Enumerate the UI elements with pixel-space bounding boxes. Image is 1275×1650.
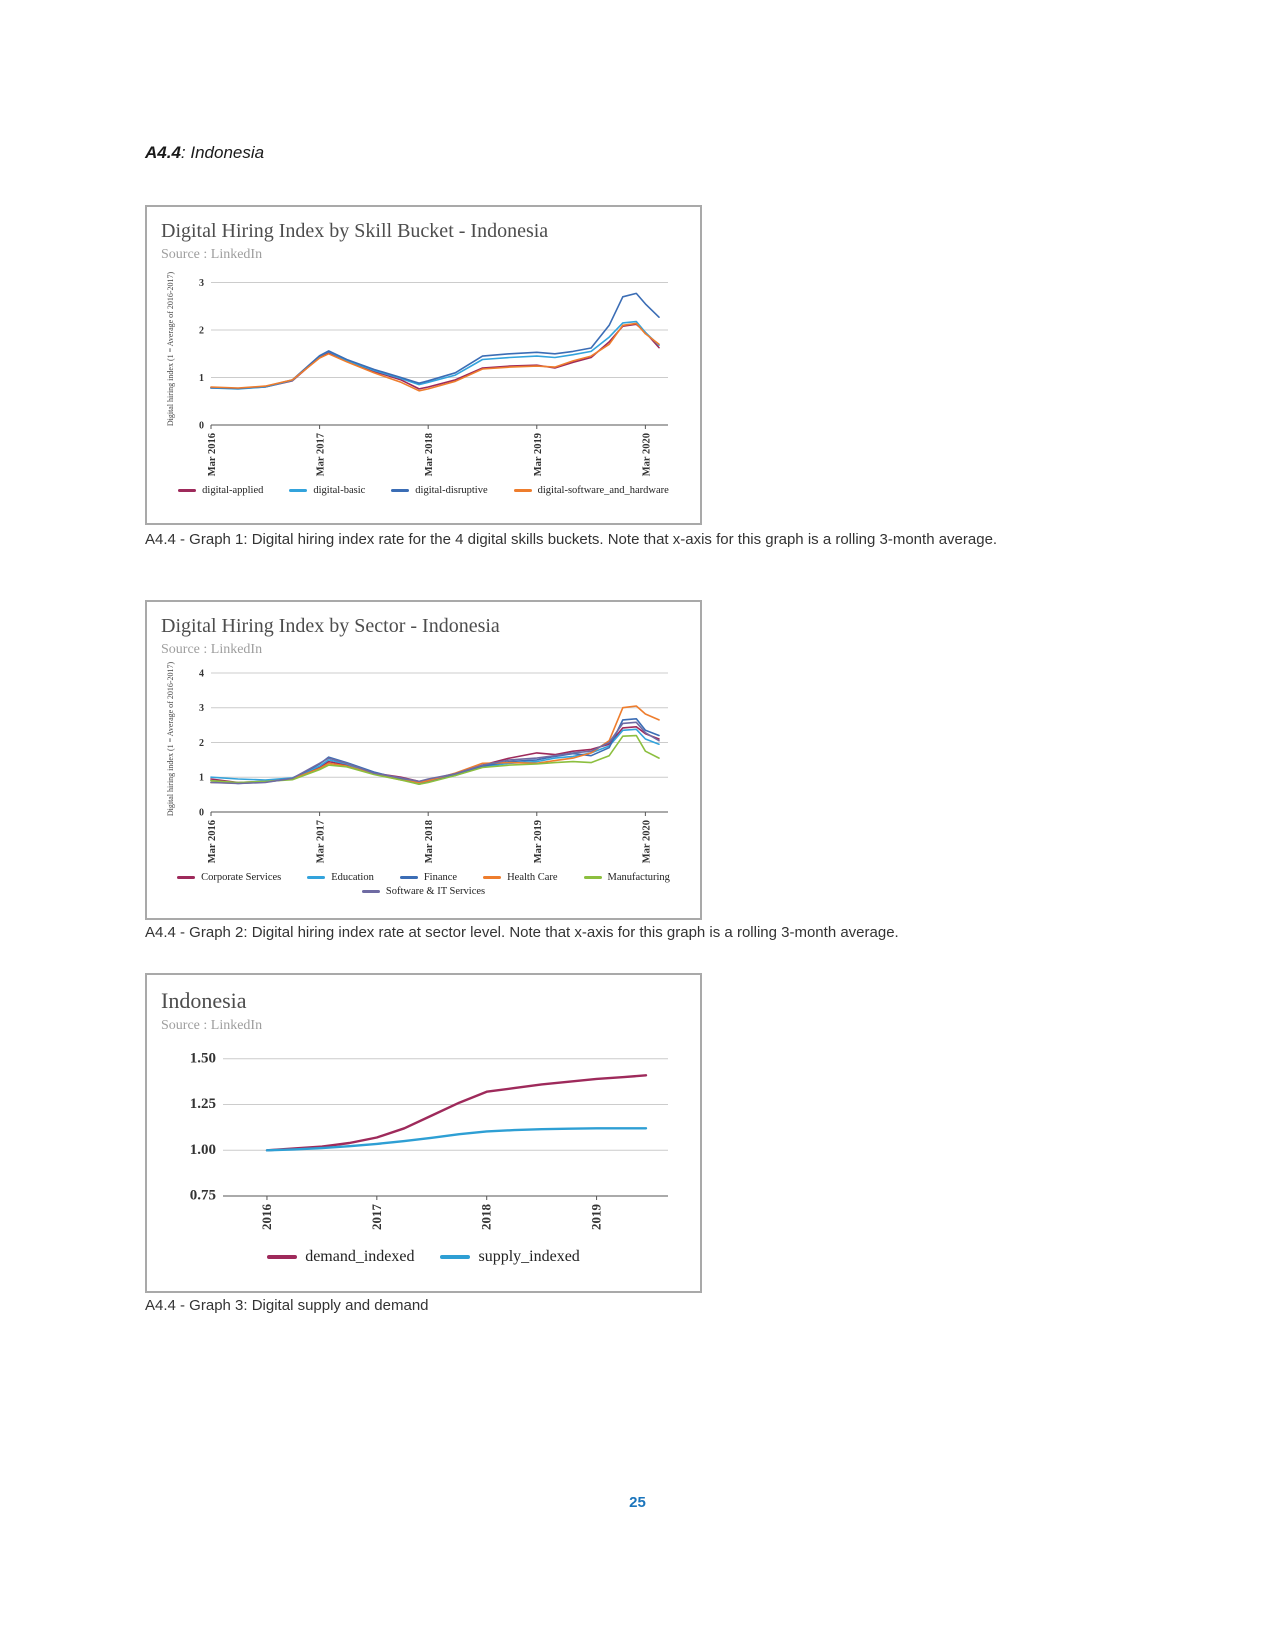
line-chart-skill-bucket: 0 1 2 3 Mar 2016 Mar 2017 Mar 2018 Mar 2019 Mar … bbox=[166, 272, 668, 476]
y-axis-label: Digital hiring index (1 = Average of 201… bbox=[166, 662, 175, 817]
legend-item: Health Care bbox=[483, 872, 558, 883]
series-line-digital-software_and_hardware bbox=[210, 322, 660, 392]
y-tick-label: 1 bbox=[199, 773, 204, 784]
series-line-Health Care bbox=[210, 705, 660, 784]
caption-graph3: A4.4 - Graph 3: Digital supply and deman… bbox=[145, 1297, 429, 1314]
legend-swatch bbox=[307, 876, 326, 879]
y-axis-label: Digital hiring index (1 = Average of 201… bbox=[166, 272, 175, 427]
chart-legend: digital-applied digital-basic digital-disr… bbox=[161, 485, 686, 496]
y-tick-label: 1.25 bbox=[190, 1096, 216, 1112]
legend-label: demand_indexed bbox=[305, 1247, 415, 1265]
x-tick-label: Mar 2018 bbox=[424, 433, 435, 476]
y-tick-label: 1.50 bbox=[190, 1050, 216, 1066]
x-tick-label: Mar 2017 bbox=[316, 433, 327, 476]
chart-source: Source : LinkedIn bbox=[161, 1017, 263, 1033]
legend-item: digital-disruptive bbox=[391, 485, 488, 496]
legend-label: Corporate Services bbox=[201, 872, 282, 883]
legend-label: supply_indexed bbox=[478, 1247, 580, 1265]
legend-label: Health Care bbox=[507, 872, 558, 883]
series-line-digital-disruptive bbox=[210, 292, 660, 390]
legend-row: demand_indexed supply_indexed bbox=[161, 1248, 686, 1266]
section-title: : Indonesia bbox=[180, 143, 265, 162]
legend-row: Corporate Services Education Finance Health… bbox=[161, 872, 686, 883]
legend-swatch bbox=[177, 876, 196, 879]
x-tick-label: Mar 2020 bbox=[641, 820, 652, 863]
chart-title: Digital Hiring Index by Sector - Indones… bbox=[161, 615, 500, 637]
legend-label: digital-software_and_hardware bbox=[537, 485, 669, 496]
legend-item: digital-software_and_hardware bbox=[513, 485, 669, 496]
legend-item: Software & IT Services bbox=[361, 886, 486, 897]
x-tick-label: Mar 2016 bbox=[207, 820, 218, 863]
legend-item: digital-basic bbox=[289, 485, 365, 496]
legend-label: digital-applied bbox=[202, 485, 264, 496]
line-chart-supply-demand: 0.75 1.00 1.25 1.50 2016 2017 2018 2019 bbox=[190, 1050, 668, 1230]
x-tick-label: 2018 bbox=[479, 1203, 494, 1230]
legend-swatch bbox=[361, 890, 380, 893]
legend-swatch bbox=[289, 489, 308, 492]
section-heading: A4.4: Indonesia bbox=[145, 143, 264, 163]
caption-graph1: A4.4 - Graph 1: Digital hiring index rat… bbox=[145, 531, 998, 548]
y-tick-label: 0.75 bbox=[190, 1187, 216, 1203]
x-tick-label: Mar 2019 bbox=[533, 433, 544, 476]
legend-label: digital-disruptive bbox=[415, 485, 488, 496]
legend-swatch bbox=[583, 876, 602, 879]
section-number: A4.4 bbox=[145, 143, 181, 162]
legend-swatch bbox=[399, 876, 418, 879]
legend-swatch bbox=[267, 1254, 298, 1259]
chart-legend: Corporate Services Education Finance Health… bbox=[161, 872, 686, 897]
legend-item: demand_indexed bbox=[267, 1248, 414, 1266]
x-tick-label: Mar 2017 bbox=[316, 820, 327, 863]
x-tick-label: 2019 bbox=[589, 1203, 604, 1230]
legend-label: Manufacturing bbox=[607, 872, 670, 883]
legend-swatch bbox=[513, 489, 532, 492]
chart-source: Source : LinkedIn bbox=[161, 247, 263, 262]
x-tick-label: 2017 bbox=[369, 1203, 384, 1230]
y-tick-label: 1 bbox=[199, 373, 204, 384]
line-chart-sector: 0 1 2 3 4 Mar 2016 Mar 2017 Mar 2018 Mar 2019 Mar… bbox=[166, 662, 668, 863]
legend-row: Software & IT Services bbox=[161, 886, 686, 897]
y-tick-label: 0 bbox=[199, 421, 204, 432]
legend-item: digital-applied bbox=[178, 485, 263, 496]
series-line-Software & IT Services bbox=[210, 721, 660, 785]
x-tick-label: 2016 bbox=[259, 1203, 274, 1230]
legend-label: Software & IT Services bbox=[385, 886, 486, 897]
chart-box-sector: Digital Hiring Index by Sector - Indones… bbox=[145, 600, 702, 920]
legend-item: supply_indexed bbox=[440, 1247, 580, 1266]
x-tick-label: Mar 2018 bbox=[424, 820, 435, 863]
legend-item: Education bbox=[307, 872, 374, 883]
legend-swatch bbox=[483, 876, 502, 879]
legend-label: Education bbox=[331, 872, 374, 883]
y-tick-label: 1.00 bbox=[190, 1141, 216, 1157]
chart-legend: demand_indexed supply_indexed bbox=[161, 1248, 686, 1266]
chart-box-supply-demand: Indonesia Source : LinkedIn 0.75 1.00 1.25… bbox=[145, 973, 702, 1293]
series-line-supply_indexed bbox=[265, 1126, 648, 1152]
chart-title: Digital Hiring Index by Skill Bucket - I… bbox=[161, 220, 549, 242]
chart-title: Indonesia bbox=[161, 988, 247, 1013]
x-tick-label: Mar 2020 bbox=[641, 433, 652, 476]
chart-box-skill-bucket: Digital Hiring Index by Skill Bucket - I… bbox=[145, 205, 702, 525]
legend-row: digital-applied digital-basic digital-disr… bbox=[161, 485, 686, 496]
chart-source: Source : LinkedIn bbox=[161, 642, 263, 657]
legend-swatch bbox=[391, 489, 410, 492]
y-tick-label: 4 bbox=[199, 668, 204, 679]
legend-item: Corporate Services bbox=[177, 872, 281, 883]
y-tick-label: 3 bbox=[199, 278, 204, 289]
y-tick-label: 2 bbox=[199, 738, 204, 749]
x-tick-label: Mar 2016 bbox=[207, 433, 218, 476]
page-number: 25 bbox=[629, 1494, 646, 1511]
series-line-demand_indexed bbox=[265, 1073, 648, 1152]
legend-swatch bbox=[178, 489, 197, 492]
y-tick-label: 2 bbox=[199, 326, 204, 337]
x-tick-label: Mar 2019 bbox=[533, 820, 544, 863]
y-tick-label: 3 bbox=[199, 703, 204, 714]
y-tick-label: 0 bbox=[199, 808, 204, 819]
legend-item: Manufacturing bbox=[583, 872, 670, 883]
legend-swatch bbox=[440, 1254, 471, 1259]
caption-graph2: A4.4 - Graph 2: Digital hiring index rat… bbox=[145, 924, 899, 941]
series-line-Manufacturing bbox=[210, 734, 660, 785]
legend-item: Finance bbox=[399, 872, 458, 883]
legend-label: Finance bbox=[423, 872, 458, 883]
legend-label: digital-basic bbox=[313, 485, 366, 496]
